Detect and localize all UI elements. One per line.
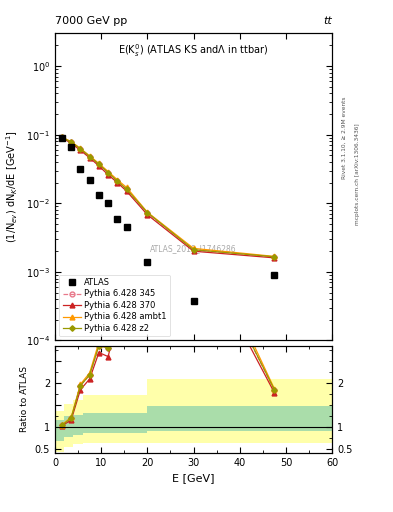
ATLAS [97,193,101,199]
Text: mcplots.cern.ch [arXiv:1306.3436]: mcplots.cern.ch [arXiv:1306.3436] [355,123,360,225]
Pythia 6.428 z2 [115,178,120,184]
Pythia 6.428 ambt1 [87,153,92,159]
Text: Rivet 3.1.10, ≥ 2.9M events: Rivet 3.1.10, ≥ 2.9M events [342,97,346,180]
Pythia 6.428 370 [272,255,277,261]
Text: E(K$_s^0$) (ATLAS KS and$\Lambda$ in ttbar): E(K$_s^0$) (ATLAS KS and$\Lambda$ in ttb… [118,42,269,59]
Y-axis label: Ratio to ATLAS: Ratio to ATLAS [20,367,29,432]
X-axis label: E [GeV]: E [GeV] [172,474,215,483]
Pythia 6.428 370 [106,172,110,178]
Pythia 6.428 345 [145,210,150,216]
Line: Pythia 6.428 ambt1: Pythia 6.428 ambt1 [59,135,277,259]
Pythia 6.428 370 [78,147,83,154]
Pythia 6.428 345 [106,169,110,176]
Pythia 6.428 z2 [106,169,110,176]
ATLAS [145,259,150,265]
Pythia 6.428 370 [60,135,64,141]
Pythia 6.428 345 [97,161,101,167]
Pythia 6.428 ambt1 [97,160,101,166]
Pythia 6.428 ambt1 [272,253,277,260]
Line: ATLAS: ATLAS [59,135,277,304]
Text: tt: tt [323,15,332,26]
ATLAS [115,217,120,223]
Pythia 6.428 ambt1 [106,168,110,175]
Pythia 6.428 z2 [69,139,73,145]
Pythia 6.428 ambt1 [124,184,129,190]
Pythia 6.428 ambt1 [115,177,120,183]
Pythia 6.428 345 [78,146,83,152]
Pythia 6.428 ambt1 [60,134,64,140]
Pythia 6.428 ambt1 [78,145,83,152]
Legend: ATLAS, Pythia 6.428 345, Pythia 6.428 370, Pythia 6.428 ambt1, Pythia 6.428 z2: ATLAS, Pythia 6.428 345, Pythia 6.428 37… [59,274,170,336]
ATLAS [78,165,83,172]
Pythia 6.428 ambt1 [69,139,73,145]
Pythia 6.428 z2 [97,161,101,167]
Pythia 6.428 370 [145,211,150,218]
Pythia 6.428 370 [97,163,101,169]
Y-axis label: (1/N$_{ev}$) dN$_K$/dE [GeV$^{-1}$]: (1/N$_{ev}$) dN$_K$/dE [GeV$^{-1}$] [5,131,20,243]
ATLAS [191,297,196,304]
Pythia 6.428 z2 [272,253,277,260]
ATLAS [69,144,73,151]
Pythia 6.428 345 [115,178,120,184]
ATLAS [272,272,277,278]
Pythia 6.428 z2 [78,146,83,152]
Pythia 6.428 370 [87,155,92,161]
Pythia 6.428 370 [124,188,129,194]
Text: 7000 GeV pp: 7000 GeV pp [55,15,127,26]
Pythia 6.428 ambt1 [191,245,196,251]
ATLAS [106,200,110,206]
Pythia 6.428 345 [60,134,64,140]
ATLAS [124,224,129,230]
Pythia 6.428 z2 [124,186,129,193]
Pythia 6.428 z2 [191,247,196,253]
Pythia 6.428 z2 [87,154,92,160]
Pythia 6.428 ambt1 [145,209,150,215]
Pythia 6.428 345 [191,247,196,253]
Pythia 6.428 370 [69,140,73,146]
Pythia 6.428 345 [69,139,73,145]
Pythia 6.428 345 [87,154,92,160]
Line: Pythia 6.428 370: Pythia 6.428 370 [59,135,277,260]
Pythia 6.428 345 [124,186,129,193]
Pythia 6.428 370 [191,248,196,254]
Line: Pythia 6.428 z2: Pythia 6.428 z2 [60,136,276,259]
ATLAS [60,135,64,141]
Pythia 6.428 370 [115,180,120,186]
ATLAS [87,177,92,183]
Pythia 6.428 z2 [145,209,150,216]
Text: ATLAS_2019_I1746286: ATLAS_2019_I1746286 [150,244,237,253]
Line: Pythia 6.428 345: Pythia 6.428 345 [59,135,277,260]
Pythia 6.428 z2 [60,134,64,140]
Pythia 6.428 345 [272,254,277,260]
